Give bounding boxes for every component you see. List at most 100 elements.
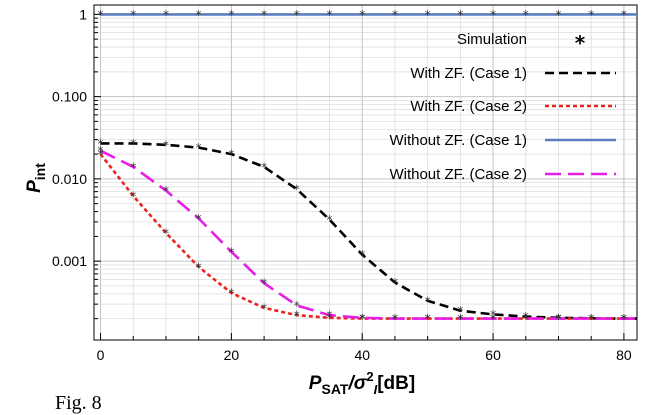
simulation-marker: * [621, 312, 627, 326]
x-axis-label-sub: SAT [321, 381, 348, 395]
simulation-marker: * [196, 8, 202, 22]
simulation-marker: * [163, 8, 169, 22]
simulation-marker: * [555, 312, 561, 326]
simulation-marker: * [359, 8, 365, 22]
simulation-marker: * [425, 312, 431, 326]
y-tick-label: 0.100 [52, 89, 87, 105]
simulation-marker: * [163, 138, 169, 152]
simulation-marker: * [327, 311, 333, 325]
simulation-marker: * [359, 248, 365, 262]
simulation-marker: * [98, 144, 104, 158]
simulation-marker: * [523, 310, 529, 324]
simulation-marker: * [555, 311, 561, 325]
x-axis-label: PSAT/σ2I[dB] [309, 369, 415, 395]
simulation-marker: * [327, 8, 333, 22]
simulation-marker: * [163, 226, 169, 240]
simulation-marker: * [196, 141, 202, 155]
legend-label: Simulation [457, 31, 527, 48]
simulation-marker: * [294, 183, 300, 197]
simulation-marker: * [490, 312, 496, 326]
series-line-4 [99, 149, 637, 320]
simulation-marker: * [261, 277, 267, 291]
simulation-marker: * [555, 8, 561, 22]
legend-marker: * [575, 31, 586, 55]
simulation-marker: * [228, 148, 234, 162]
simulation-marker: * [359, 312, 365, 326]
simulation-marker: * [196, 212, 202, 226]
simulation-marker: * [196, 260, 202, 274]
simulation-marker: * [555, 312, 561, 326]
simulation-marker: * [228, 8, 234, 22]
simulation-marker: * [621, 8, 627, 22]
plot-frame [93, 4, 638, 341]
legend-label: Without ZF. (Case 1) [389, 132, 527, 149]
simulation-marker: * [588, 312, 594, 326]
simulation-marker: * [130, 8, 136, 22]
simulation-marker: * [490, 8, 496, 22]
simulation-marker: * [261, 301, 267, 315]
x-tick-label: 0 [97, 347, 105, 363]
simulation-marker: * [621, 312, 627, 326]
simulation-marker: * [523, 312, 529, 326]
simulation-marker: * [392, 312, 398, 326]
minor-gridlines [94, 5, 637, 340]
simulation-marker: * [490, 308, 496, 322]
y-axis-label-main: P [24, 180, 45, 193]
legend-label: With ZF. (Case 1) [410, 65, 527, 82]
x-tick-label: 20 [224, 347, 240, 363]
simulation-marker: * [98, 137, 104, 151]
simulation-marker: * [98, 8, 104, 22]
simulation-marker: * [327, 213, 333, 227]
y-tick-label: 0.001 [52, 253, 87, 269]
simulation-marker: * [359, 311, 365, 325]
simulation-marker: * [228, 286, 234, 300]
simulation-marker: * [294, 309, 300, 323]
simulation-marker: * [294, 299, 300, 313]
y-tick-label: 0.010 [52, 171, 87, 187]
y-axis-label: Pint [24, 163, 48, 193]
simulation-marker: * [327, 309, 333, 323]
simulation-marker: * [261, 160, 267, 174]
simulation-marker: * [523, 312, 529, 326]
legend: Simulation * With ZF. (Case 1) With ZF. (Ca… [389, 31, 616, 183]
x-tick-label: 40 [354, 347, 370, 363]
simulation-marker: * [425, 312, 431, 326]
simulation-marker: * [228, 245, 234, 259]
simulation-marker: * [98, 148, 104, 162]
major-gridlines [94, 5, 637, 340]
simulation-marker: * [490, 312, 496, 326]
series-lines [99, 13, 637, 320]
simulation-marker: * [588, 312, 594, 326]
simulation-marker: * [425, 294, 431, 308]
simulation-markers: * * * * * * * * * * * * * * * * * * * * * * * * * * * * * * * * * * * * * * * *… [98, 8, 627, 326]
y-tick-label: 1 [79, 6, 87, 22]
simulation-marker: * [425, 8, 431, 22]
figure-caption: Fig. 8 [55, 392, 102, 414]
simulation-marker: * [523, 8, 529, 22]
x-axis-label-main: P [309, 373, 322, 394]
simulation-marker: * [588, 312, 594, 326]
simulation-marker: * [457, 312, 463, 326]
simulation-marker: * [130, 160, 136, 174]
x-tick-label: 60 [485, 347, 501, 363]
series-line-1 [100, 142, 637, 320]
axis-ticks: 0 20 40 60 80 0.001 0.010 0.100 1 [52, 6, 632, 363]
simulation-marker: * [392, 312, 398, 326]
x-axis-label-slash: /σ [347, 373, 367, 394]
x-tick-label: 80 [616, 347, 632, 363]
simulation-marker: * [261, 8, 267, 22]
simulation-marker: * [457, 304, 463, 318]
simulation-marker: * [392, 8, 398, 22]
simulation-marker: * [163, 184, 169, 198]
simulation-marker: * [588, 8, 594, 22]
simulation-marker: * [130, 189, 136, 203]
legend-label: Without ZF. (Case 2) [389, 166, 527, 183]
y-axis-label-sub: int [32, 163, 48, 180]
x-axis-label-sup: 2 [366, 369, 373, 384]
simulation-marker: * [621, 312, 627, 326]
x-axis-label-unit: [dB] [377, 373, 415, 394]
simulation-marker: * [457, 312, 463, 326]
simulation-marker: * [130, 137, 136, 151]
x-axis-label-sub2: I [374, 382, 378, 395]
